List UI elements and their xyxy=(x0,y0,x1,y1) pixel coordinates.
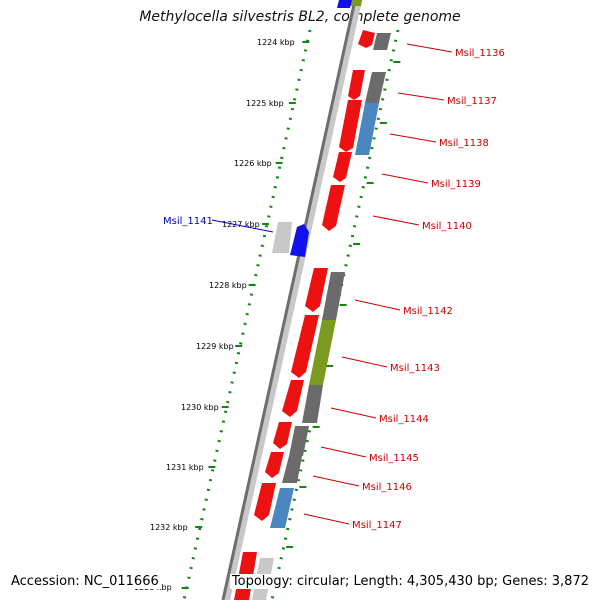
gene-leader-lines xyxy=(303,43,453,525)
cog-box xyxy=(373,33,391,50)
gene-arrow[interactable] xyxy=(337,0,352,8)
leader-line xyxy=(303,513,350,525)
map-title: Methylocella silvestris BL2, complete ge… xyxy=(139,9,461,25)
gene-label[interactable]: Msil_1145 xyxy=(369,453,419,464)
leader-line xyxy=(341,356,388,368)
genome-summary-text: Topology: circular; Length: 4,305,430 bp… xyxy=(229,574,591,589)
leader-line xyxy=(312,475,360,487)
gene-label[interactable]: Msil_1136 xyxy=(455,48,505,59)
gene-arrow[interactable] xyxy=(333,152,352,182)
gene-label[interactable]: Msil_1143 xyxy=(390,363,440,374)
leader-line xyxy=(372,215,420,226)
leader-line xyxy=(330,407,377,419)
leader-line xyxy=(397,92,445,101)
gene-labels[interactable]: Msil_1136 Msil_1137 Msil_1138 Msil_1139 … xyxy=(163,48,505,531)
gene-label[interactable]: Msil_1139 xyxy=(431,179,481,190)
gene-label[interactable]: Msil_1147 xyxy=(352,520,402,531)
gene-arrow[interactable] xyxy=(348,70,365,100)
cog-box xyxy=(302,385,323,423)
backbone-outer xyxy=(222,0,362,600)
gene-arrow[interactable] xyxy=(254,483,276,521)
cog-boxes xyxy=(252,0,391,600)
gene-arrow[interactable] xyxy=(305,268,328,312)
gene-arrow[interactable] xyxy=(358,30,375,48)
cog-box xyxy=(309,320,336,385)
cog-box xyxy=(282,456,302,483)
leader-line xyxy=(406,43,453,53)
accession-text: Accession: NC_011666 xyxy=(9,574,161,589)
leader-line xyxy=(354,299,401,311)
cog-box xyxy=(289,426,309,456)
scale-label: 1225 kbp xyxy=(246,99,284,108)
cog-box xyxy=(355,103,379,155)
cog-box xyxy=(270,488,294,528)
scale-label: 1226 kbp xyxy=(234,159,272,168)
scale-label: 1224 kbp xyxy=(257,38,295,47)
scale-track-left xyxy=(182,29,312,600)
cog-box xyxy=(272,222,292,253)
leader-line-highlight xyxy=(211,219,274,233)
scale-label: 1227 kbp xyxy=(222,220,260,229)
scale-ticks xyxy=(181,41,401,589)
leader-line xyxy=(320,446,367,458)
gene-label[interactable]: Msil_1137 xyxy=(447,96,497,107)
backbone-line xyxy=(221,0,357,600)
scale-label: 1231 kbp xyxy=(166,463,204,472)
gene-arrow[interactable] xyxy=(273,422,292,449)
gene-label[interactable]: Msil_1146 xyxy=(362,482,412,493)
gene-arrow[interactable] xyxy=(265,452,284,478)
scale-label: 1229 kbp xyxy=(196,342,234,351)
scale-labels: 1224 kbp 1225 kbp 1226 kbp 1227 kbp 1228… xyxy=(134,38,295,592)
gene-arrow[interactable] xyxy=(339,100,362,152)
gene-label-highlight[interactable]: Msil_1141 xyxy=(163,216,213,227)
gene-arrow-highlight[interactable] xyxy=(290,224,309,257)
gene-arrows[interactable] xyxy=(234,30,375,600)
cog-box xyxy=(365,72,386,103)
gene-arrow[interactable] xyxy=(291,315,319,378)
cog-box xyxy=(322,272,345,320)
gene-label[interactable]: Msil_1144 xyxy=(379,414,429,425)
gene-label[interactable]: Msil_1138 xyxy=(439,138,489,149)
gene-arrow[interactable] xyxy=(282,380,304,417)
leader-line xyxy=(389,133,437,143)
scale-label: 1232 kbp xyxy=(150,523,188,532)
gene-arrow[interactable] xyxy=(322,185,345,231)
scale-label: 1228 kbp xyxy=(209,281,247,290)
gene-label[interactable]: Msil_1140 xyxy=(422,221,472,232)
scale-label: 1230 kbp xyxy=(181,403,219,412)
leader-line xyxy=(381,173,429,184)
gene-label[interactable]: Msil_1142 xyxy=(403,306,453,317)
